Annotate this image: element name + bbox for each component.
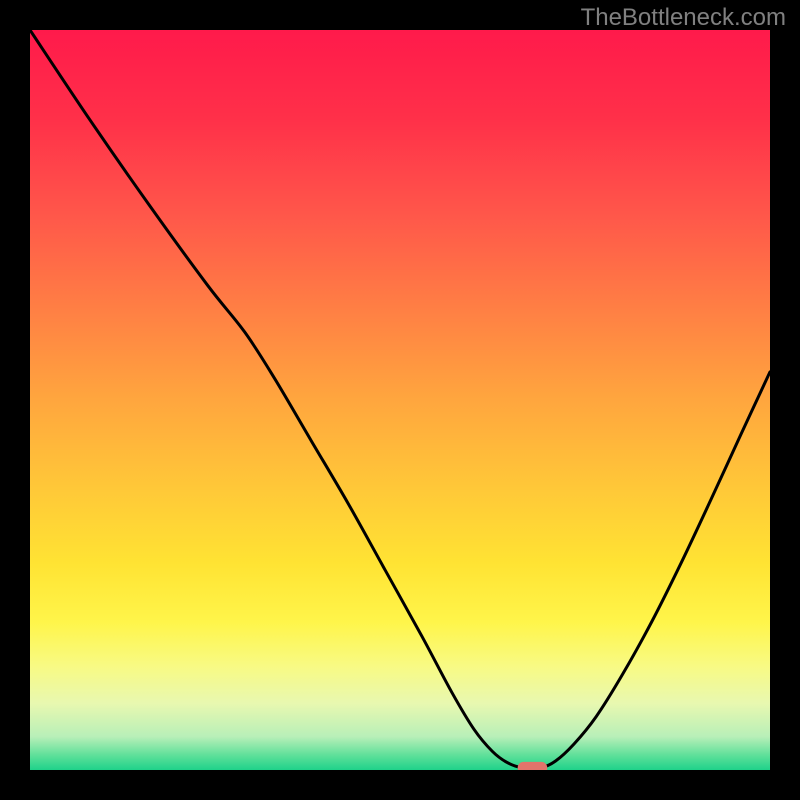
chart-container: TheBottleneck.com: [0, 0, 800, 800]
watermark-text: TheBottleneck.com: [581, 4, 786, 32]
plot-background-gradient: [30, 30, 770, 770]
bottleneck-chart: [0, 0, 800, 800]
